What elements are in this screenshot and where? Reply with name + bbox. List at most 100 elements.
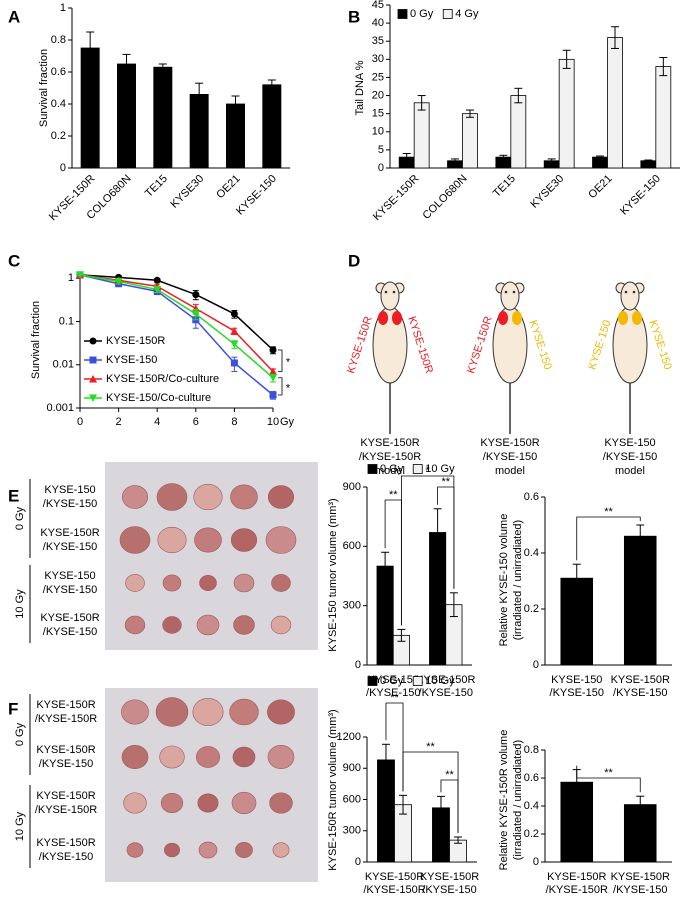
bar	[153, 66, 173, 169]
bar	[413, 102, 430, 169]
tumor	[378, 311, 388, 325]
y-tick-label: 0	[533, 659, 539, 671]
annotation: **	[445, 769, 454, 781]
tumor	[196, 614, 220, 636]
row-label: /KYSE-150	[39, 758, 93, 770]
tumor	[192, 698, 224, 726]
panel-label: B	[348, 7, 360, 26]
y-axis-label: KYSE-150 tumor volume (mm³)	[327, 498, 339, 651]
x-tick-label: KYSE-150	[234, 173, 279, 218]
x-tick-label: KYSE-150	[618, 173, 663, 218]
tumor	[267, 699, 295, 725]
bracket	[440, 779, 459, 833]
legend-swatch	[367, 464, 378, 474]
y-tick-label: 600	[343, 540, 361, 552]
series-line	[79, 274, 274, 351]
row-label: KYSE-150R	[36, 744, 95, 756]
tumor	[498, 311, 508, 325]
legend-label: 10 Gy	[425, 463, 455, 475]
legend-label: 0 Gy	[380, 463, 404, 475]
annotation: **	[604, 767, 613, 779]
tumor	[271, 574, 291, 592]
x-tick-label: KYSE-150R	[611, 871, 670, 883]
point	[191, 310, 200, 318]
legend-marker	[89, 375, 97, 383]
row-label: /KYSE-150R	[35, 713, 97, 725]
y-tick-label: 0	[355, 659, 361, 671]
x-tick-label: COLO680N	[421, 173, 470, 222]
tumor	[123, 792, 147, 814]
tumor	[229, 698, 259, 726]
bar	[262, 84, 282, 169]
panel-label: F	[8, 699, 18, 718]
bracket	[400, 475, 455, 626]
tumor	[235, 842, 253, 858]
x-tick-label: KYSE-150	[551, 674, 602, 686]
x-tick-label: /KYSE-150	[419, 687, 473, 699]
point	[191, 304, 200, 313]
legend-label: 0 Gy	[380, 675, 404, 687]
y-tick-label: 40	[372, 17, 384, 29]
tumor	[272, 842, 290, 858]
tumor	[198, 841, 218, 859]
x-tick-label: 10	[267, 416, 279, 428]
tumor	[156, 483, 188, 511]
y-tick-label: 0.001	[46, 402, 74, 414]
tumor	[270, 615, 292, 635]
bar	[117, 63, 136, 169]
legend-marker	[89, 337, 97, 345]
tumor	[124, 615, 146, 635]
y-tick-label: 1200	[337, 731, 361, 743]
bar	[510, 95, 527, 169]
tumor	[164, 842, 180, 858]
tumor	[121, 699, 149, 725]
point	[230, 327, 239, 335]
annotation: **	[389, 489, 398, 501]
bar	[376, 565, 394, 666]
y-tick-label: 10	[372, 126, 384, 138]
x-tick-label: 6	[193, 416, 199, 428]
x-tick-label: KYSE-150R	[416, 674, 475, 686]
y-tick-label: 0.6	[51, 66, 66, 78]
y-tick-label: 0.8	[51, 34, 66, 46]
bracket	[278, 349, 283, 372]
point	[76, 271, 84, 279]
point	[114, 277, 123, 286]
y-tick-label: 0	[378, 162, 384, 174]
x-axis-label: Gy	[280, 416, 295, 428]
point	[230, 359, 238, 367]
bar	[226, 103, 245, 169]
tumor-label: KYSE-150R	[405, 315, 435, 375]
annotation: **	[604, 506, 613, 518]
tumor	[269, 792, 293, 814]
legend-label: KYSE-150R	[106, 335, 165, 347]
tumor-label: KYSE-150	[586, 319, 613, 372]
x-tick-label: 0	[77, 416, 83, 428]
legend-label: KYSE-150R/Co-culture	[106, 373, 219, 385]
tumor	[267, 485, 295, 509]
bar	[558, 58, 575, 169]
series-line	[79, 274, 274, 372]
row-label: /KYSE-150	[43, 541, 97, 553]
x-tick-label: KYSE30	[528, 173, 566, 211]
tumor	[155, 697, 189, 727]
y-axis-label: (irradiated / unirradiated)	[512, 740, 524, 860]
tumor	[125, 574, 145, 592]
mouse-eye	[512, 290, 516, 294]
legend-label: 0 Gy	[410, 8, 434, 20]
model-caption: model	[615, 465, 645, 477]
point	[269, 374, 277, 382]
tumor	[265, 526, 297, 554]
tumor	[632, 311, 642, 325]
x-tick-label: KYSE30	[168, 173, 206, 211]
mouse-head	[620, 281, 640, 311]
y-tick-label: 0.6	[524, 491, 539, 503]
y-tick-label: 45	[372, 0, 384, 11]
panel-label: E	[8, 486, 19, 505]
point	[269, 367, 277, 375]
x-tick-label: /KYSE-150	[422, 884, 476, 896]
y-tick-label: 0.1	[59, 315, 74, 327]
annotation: *	[286, 357, 291, 369]
legend-label: 4 Gy	[455, 8, 479, 20]
series-line	[79, 274, 274, 379]
